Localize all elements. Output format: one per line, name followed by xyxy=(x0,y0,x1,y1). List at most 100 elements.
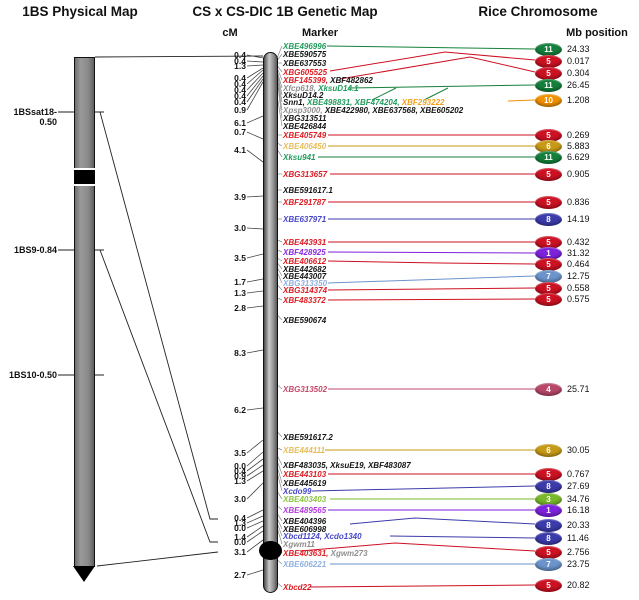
cm-value: 0.4 xyxy=(234,50,246,60)
cm-value: 0.4 xyxy=(234,466,246,476)
cm-value: 1.3 xyxy=(234,518,246,528)
mb-position-value: 0.836 xyxy=(567,196,590,207)
cm-value: 2.7 xyxy=(234,570,246,580)
marker-row: XBE444111 xyxy=(283,446,325,455)
marker-row: XBF483035, XksuE19, XBF483087 xyxy=(283,461,411,470)
rice-chromosome-number: 5 xyxy=(546,580,551,590)
rice-chromosome-number: 8 xyxy=(546,533,551,543)
marker-name: XBE489565 xyxy=(283,505,327,515)
marker-name: XBE591617.1 xyxy=(283,185,333,195)
marker-separator: , xyxy=(325,460,331,470)
mb-position-column-header: Mb position xyxy=(566,27,628,39)
mb-position-value: 0.767 xyxy=(567,468,590,479)
mb-position-value: 0.905 xyxy=(567,168,590,179)
rice-chromosome-number: 8 xyxy=(546,520,551,530)
mb-position-value: 20.33 xyxy=(567,519,590,530)
marker-name: Snn1 xyxy=(283,97,303,107)
mb-position-value: 0.304 xyxy=(567,67,590,78)
marker-name: XBE605202 xyxy=(420,105,464,115)
marker-row: XBE606998 xyxy=(283,525,326,534)
marker-name: Xgwm273 xyxy=(330,548,368,558)
marker-row: Xbcd1124, Xcdo1340 xyxy=(283,532,362,541)
rice-chromosome-number: 1 xyxy=(546,248,551,258)
marker-name: Xgwm11 xyxy=(283,539,315,549)
mb-position-value: 31.32 xyxy=(567,247,590,258)
marker-row: Xksu941 xyxy=(283,153,315,162)
rice-chromosome-title: Rice Chromosome xyxy=(478,4,598,19)
cm-value: 1.7 xyxy=(234,277,246,287)
marker-name: XBE445619 xyxy=(283,478,327,488)
rice-chromosome-number: 5 xyxy=(546,237,551,247)
breakpoint-label: 1BS9-0.84 xyxy=(13,245,57,255)
marker-separator: , xyxy=(326,548,331,558)
cm-value: 3.5 xyxy=(234,448,246,458)
marker-name: Xfcp618 xyxy=(283,83,314,93)
mb-position-value: 23.75 xyxy=(567,558,590,569)
rice-chromosome-number: 3 xyxy=(546,494,551,504)
marker-name: XBE637553 xyxy=(283,58,327,68)
marker-separator: , xyxy=(319,531,325,541)
rice-chromosome-number: 6 xyxy=(546,141,551,151)
mb-position-value: 0.558 xyxy=(567,282,590,293)
cm-value: 3.1 xyxy=(234,547,246,557)
marker-name: XksuD14.2 xyxy=(283,90,324,100)
marker-name: XBE426844 xyxy=(283,121,327,131)
marker-row: XBE442682 xyxy=(283,265,326,274)
rice-chromosome-oval: 1 xyxy=(535,503,562,517)
cm-value: 4.1 xyxy=(234,145,246,155)
cm-value: 1.4 xyxy=(234,532,246,542)
marker-row: XBE637971 xyxy=(283,215,326,224)
rice-chromosome-oval: 8 xyxy=(535,212,562,226)
physical-chromosome-bar xyxy=(74,57,95,567)
marker-row: XBE590674 xyxy=(283,316,326,325)
breakpoint-label: 1BSsat18-0.50 xyxy=(13,107,57,127)
rice-chromosome-oval: 10 xyxy=(535,93,562,107)
marker-row: XBF483372 xyxy=(283,296,326,305)
rice-chromosome-oval: 8 xyxy=(535,531,562,545)
rice-chromosome-oval: 5 xyxy=(535,257,562,271)
marker-name: XBE606221 xyxy=(283,559,327,569)
marker-row: XBG313511 xyxy=(283,114,326,123)
marker-row: XBE406612 xyxy=(283,257,326,266)
mb-position-value: 0.464 xyxy=(567,258,590,269)
rice-chromosome-number: 1 xyxy=(546,505,551,515)
marker-row: XBG313657 xyxy=(283,170,327,179)
cm-value: 6.1 xyxy=(234,118,246,128)
rice-chromosome-number: 11 xyxy=(544,152,553,162)
marker-separator: , xyxy=(363,460,368,470)
rice-chromosome-number: 4 xyxy=(546,384,551,394)
rice-chromosome-number: 5 xyxy=(546,169,551,179)
mb-position-value: 20.82 xyxy=(567,579,590,590)
marker-row: XBF145399, XBF482862 xyxy=(283,76,373,85)
rice-chromosome-oval: 5 xyxy=(535,167,562,181)
marker-row: XBE606221 xyxy=(283,560,326,569)
marker-row: XBE443931 xyxy=(283,238,326,247)
marker-name: XBG313350 xyxy=(283,278,328,288)
marker-row: XBE406450 xyxy=(283,142,326,151)
marker-row: XBE445619 xyxy=(283,479,326,488)
marker-name: XBF483372 xyxy=(283,295,326,305)
marker-row: XBE426844 xyxy=(283,122,326,131)
rice-chromosome-oval: 6 xyxy=(535,139,562,153)
marker-name: XBE590674 xyxy=(283,315,327,325)
marker-name: XBG314374 xyxy=(283,285,328,295)
rice-chromosome-oval: 7 xyxy=(535,557,562,571)
rice-chromosome-number: 11 xyxy=(544,44,553,54)
marker-row: Xbcd22 xyxy=(283,583,311,592)
cm-value: 0.4 xyxy=(234,85,246,95)
mb-position-value: 24.33 xyxy=(567,43,590,54)
marker-row: XBE489565 xyxy=(283,506,326,515)
marker-row: XBG314374 xyxy=(283,286,327,295)
marker-separator: , xyxy=(302,97,308,107)
cm-value: 6.2 xyxy=(234,405,246,415)
mb-position-value: 5.883 xyxy=(567,140,590,151)
rice-chromosome-oval: 5 xyxy=(535,195,562,209)
cm-value: 0.4 xyxy=(234,97,246,107)
marker-column-header: Marker xyxy=(301,27,339,39)
rice-chromosome-number: 5 xyxy=(546,197,551,207)
rice-chromosome-number: 11 xyxy=(544,80,553,90)
marker-name: XBF483087 xyxy=(367,460,411,470)
marker-row: XBE637553 xyxy=(283,59,326,68)
marker-name: XBE443103 xyxy=(283,469,327,479)
cm-value: 0.4 xyxy=(234,513,246,523)
